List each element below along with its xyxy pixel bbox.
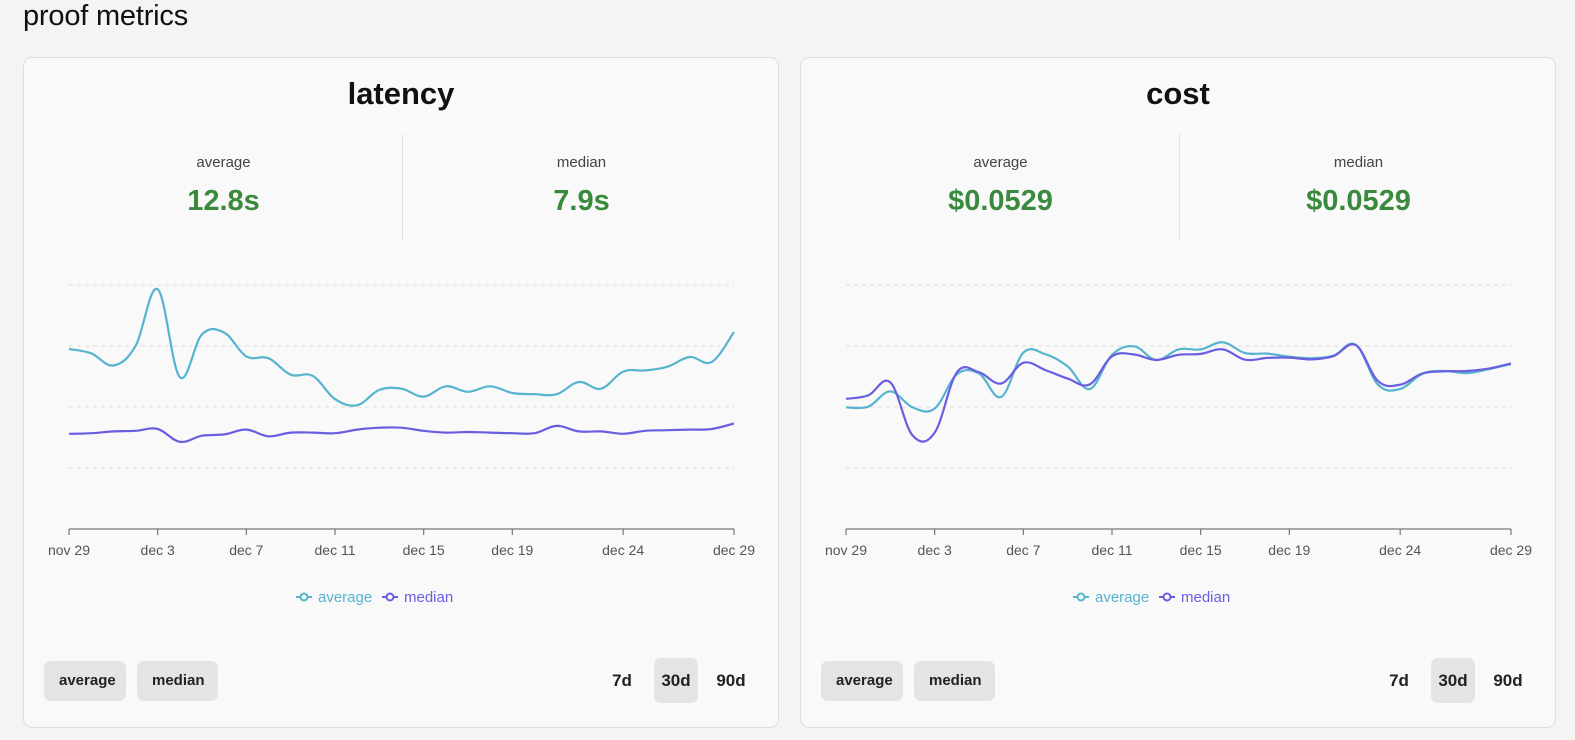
range-90d-button[interactable]: 90d xyxy=(1486,658,1530,703)
page-title: proof metrics xyxy=(23,0,188,32)
x-tick-label: dec 3 xyxy=(141,542,175,558)
legend-label-average: average xyxy=(318,589,372,606)
x-tick-label: dec 19 xyxy=(1268,542,1310,558)
stat-label: average xyxy=(196,154,251,171)
stat-value: 7.9s xyxy=(553,185,610,217)
legend-label-average: average xyxy=(1095,589,1149,606)
average-toggle-button[interactable]: average xyxy=(821,661,903,701)
median-toggle-button[interactable]: median xyxy=(137,661,218,701)
card-title: latency xyxy=(347,76,455,111)
legend-label-median: median xyxy=(1181,589,1230,606)
card-title: cost xyxy=(1146,76,1210,111)
x-tick-label: dec 7 xyxy=(229,542,263,558)
cost-line-chart: nov 29 dec 3 dec 7 dec 11 dec 15 dec 19 dec 24… xyxy=(825,284,1532,606)
average-series-line xyxy=(68,288,735,407)
average-toggle-button[interactable]: average xyxy=(44,661,126,701)
x-tick-label: dec 15 xyxy=(403,542,445,558)
legend-swatch-marker xyxy=(1076,592,1086,602)
stat-divider xyxy=(402,134,403,241)
cost-card: cost average $0.0529 median $0.0529 nov … xyxy=(800,57,1556,728)
x-tick-label: dec 29 xyxy=(1490,542,1532,558)
stat-value: $0.0529 xyxy=(948,185,1053,217)
stat-value: 12.8s xyxy=(187,185,260,217)
median-toggle-button[interactable]: median xyxy=(914,661,995,701)
legend-label-median: median xyxy=(404,589,453,606)
stat-value: $0.0529 xyxy=(1306,185,1411,217)
range-30d-button[interactable]: 30d xyxy=(1431,658,1475,703)
x-tick-label: dec 11 xyxy=(315,542,356,558)
range-7d-button[interactable]: 7d xyxy=(600,658,644,703)
x-tick-label: dec 3 xyxy=(918,542,952,558)
median-stat: median $0.0529 xyxy=(1180,154,1537,218)
stat-label: median xyxy=(556,154,607,171)
x-tick-label: dec 24 xyxy=(602,542,644,558)
average-stat: average 12.8s xyxy=(45,154,402,218)
stat-divider xyxy=(1179,134,1180,241)
legend-swatch-marker xyxy=(385,592,395,602)
x-tick-label: dec 11 xyxy=(1092,542,1133,558)
median-stat: median 7.9s xyxy=(403,154,760,218)
x-tick-label: nov 29 xyxy=(48,542,90,558)
stat-label: average xyxy=(973,154,1028,171)
x-tick-label: dec 7 xyxy=(1006,542,1040,558)
x-tick-label: nov 29 xyxy=(825,542,867,558)
range-90d-button[interactable]: 90d xyxy=(709,658,753,703)
median-series-line xyxy=(68,422,735,444)
legend-swatch-marker xyxy=(299,592,309,602)
legend-swatch-marker xyxy=(1162,592,1172,602)
range-30d-button[interactable]: 30d xyxy=(654,658,698,703)
average-stat: average $0.0529 xyxy=(822,154,1179,218)
stat-label: median xyxy=(1333,154,1384,171)
x-tick-label: dec 29 xyxy=(713,542,755,558)
latency-line-chart: nov 29 dec 3 dec 7 dec 11 dec 15 dec 19 dec 24… xyxy=(48,284,755,606)
x-tick-label: dec 19 xyxy=(491,542,533,558)
latency-card: latency average 12.8s median 7.9s nov 29… xyxy=(23,57,779,728)
x-tick-label: dec 15 xyxy=(1180,542,1222,558)
median-series-line xyxy=(845,343,1512,443)
range-7d-button[interactable]: 7d xyxy=(1377,658,1421,703)
x-tick-label: dec 24 xyxy=(1379,542,1421,558)
